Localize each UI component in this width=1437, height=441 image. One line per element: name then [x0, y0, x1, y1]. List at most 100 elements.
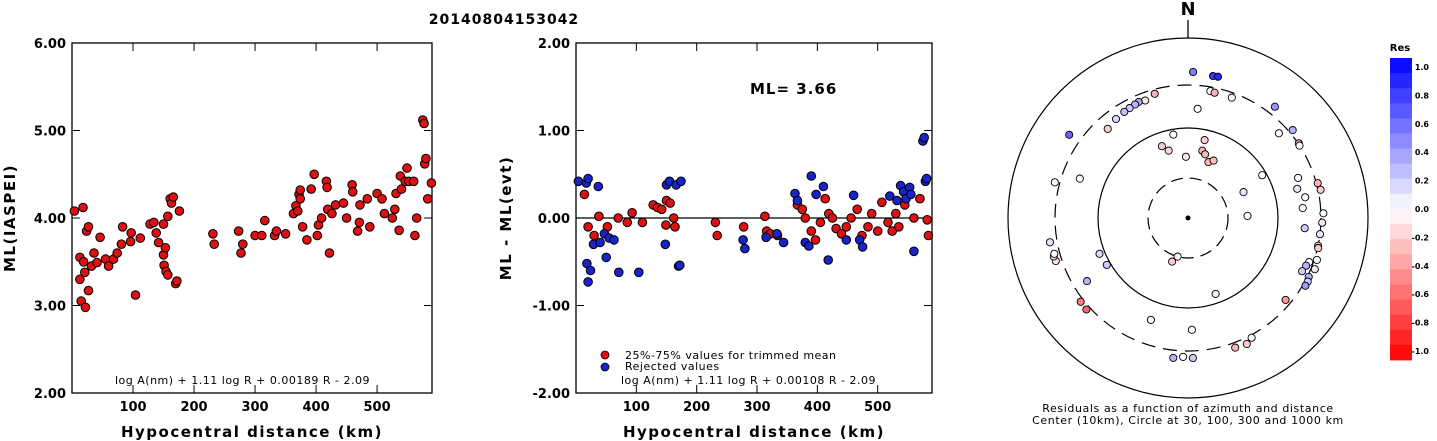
- station-point: [1302, 261, 1311, 270]
- epicenter-dot: [1185, 215, 1191, 221]
- station-point: [1120, 107, 1129, 116]
- station-point: [1150, 89, 1159, 98]
- data-point: [665, 198, 675, 208]
- data-point: [168, 192, 179, 202]
- data-point: [379, 208, 390, 219]
- colorbar-tick-label: 0.2: [1415, 177, 1429, 186]
- x-tick-label: 200: [683, 400, 710, 415]
- station-point: [1231, 343, 1240, 352]
- station-point: [1294, 173, 1303, 182]
- data-point: [271, 226, 282, 236]
- data-point: [627, 208, 637, 218]
- station-point: [1242, 339, 1251, 349]
- data-point: [408, 176, 419, 187]
- x-tick-label: 300: [241, 400, 268, 415]
- station-point: [1193, 104, 1202, 113]
- data-point: [153, 237, 164, 248]
- station-point: [1310, 265, 1319, 274]
- data-point: [324, 248, 335, 258]
- data-point: [609, 235, 619, 245]
- data-point: [89, 248, 99, 258]
- data-point: [573, 176, 584, 187]
- y-axis-label: ML - ML(evt): [497, 156, 515, 280]
- data-point: [740, 243, 750, 254]
- station-point: [1050, 178, 1059, 187]
- data-point: [637, 217, 648, 228]
- x-tick-label: 100: [623, 400, 650, 415]
- colorbar-tick-label: -0.2: [1412, 233, 1430, 242]
- station-point: [1316, 185, 1325, 194]
- range-circle-300km: [1054, 84, 1322, 352]
- colorbar-cell: [1390, 284, 1412, 300]
- y-tick-label: 2.00: [538, 37, 570, 52]
- residual-vs-distance-panel: -2.00 -1.00 0.00 1.00 2.00 100 200 300 400 500 M…: [497, 37, 934, 441]
- colorbar-cell: [1390, 344, 1412, 361]
- data-point: [151, 228, 161, 238]
- data-point: [810, 235, 821, 245]
- station-point: [1169, 130, 1178, 139]
- data-point: [75, 274, 85, 285]
- station-point: [1301, 193, 1310, 202]
- data-point: [863, 222, 873, 232]
- colorbar-tick-label: 0.8: [1415, 91, 1430, 100]
- data-point: [158, 219, 169, 229]
- data-point: [772, 229, 782, 239]
- data-point: [309, 169, 320, 180]
- y-tick-label: 3.00: [34, 300, 66, 315]
- ml-vs-distance-panel: 2.00 3.00 4.00 5.00 6.00 100 200 300 400 500 Hyp…: [1, 37, 437, 441]
- data-point: [760, 211, 770, 222]
- data-point: [295, 185, 306, 195]
- y-axis-ticks: -2.00 -1.00 0.00 1.00 2.00: [533, 37, 932, 402]
- station-point: [1298, 203, 1307, 213]
- colorbar-tick-label: 0.0: [1415, 205, 1430, 214]
- data-point: [710, 217, 721, 228]
- data-point: [670, 222, 680, 232]
- station-point: [1050, 249, 1059, 258]
- station-point: [1293, 184, 1302, 193]
- data-point: [390, 204, 400, 215]
- data-point: [83, 285, 94, 296]
- station-point: [1188, 353, 1197, 363]
- figure-title: 20140804153042: [429, 12, 579, 28]
- data-point: [306, 184, 317, 194]
- data-point: [327, 208, 337, 219]
- data-points: [573, 132, 934, 287]
- y-tick-label: 1.00: [538, 125, 570, 140]
- data-point: [347, 187, 358, 197]
- data-point: [295, 194, 306, 204]
- colorbar-cell: [1390, 224, 1412, 240]
- residual-polar-map-panel: N Residuals as a function of azimuth and…: [1007, 0, 1430, 427]
- y-axis-label: ML(IASPEI): [1, 164, 19, 272]
- data-point: [583, 222, 593, 232]
- station-point: [1102, 260, 1111, 269]
- data-point: [841, 222, 852, 232]
- data-point: [354, 217, 365, 228]
- range-circle-30km: [1147, 177, 1229, 259]
- station-point: [1179, 352, 1188, 361]
- legend-label-trimmed: 25%-75% values for trimmed mean: [625, 349, 837, 362]
- station-point: [1200, 136, 1209, 145]
- station-point: [1146, 315, 1155, 324]
- data-point: [83, 222, 94, 232]
- legend: 25%-75% values for trimmed mean Rejected…: [600, 349, 837, 373]
- colorbar-cell: [1390, 254, 1412, 270]
- station-point: [1314, 244, 1323, 253]
- data-point: [338, 198, 349, 208]
- station-point: [1211, 289, 1220, 298]
- colorbar-ticks: 1.0 0.8 0.6 0.4 0.2 0.0 -0.2 -0.4 -0.6 -0.8 -1.0: [1412, 63, 1430, 356]
- data-point: [149, 217, 159, 228]
- station-point: [1319, 209, 1328, 218]
- station-point: [1076, 297, 1085, 306]
- data-point: [130, 290, 141, 300]
- y-tick-label: 2.00: [34, 387, 66, 402]
- data-point: [410, 230, 420, 241]
- station-point: [1189, 67, 1198, 77]
- data-point: [280, 229, 291, 239]
- data-point: [78, 202, 88, 213]
- data-point: [589, 230, 599, 241]
- data-point: [846, 213, 856, 223]
- x-tick-label: 500: [364, 400, 391, 415]
- data-point: [601, 252, 612, 263]
- colorbar-cell: [1390, 133, 1412, 149]
- station-point: [1315, 230, 1325, 239]
